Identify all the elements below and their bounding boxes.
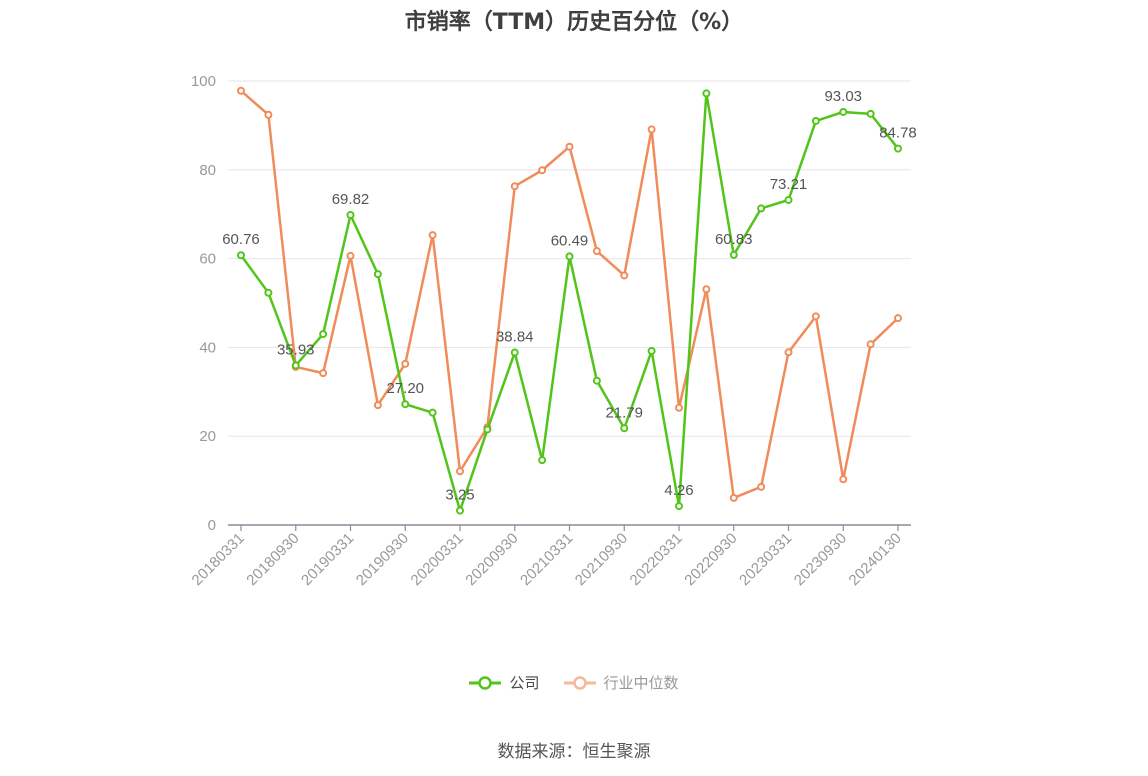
data-point	[264, 110, 273, 119]
legend-item-industry-median[interactable]: 行业中位数	[563, 672, 679, 693]
y-tick-label: 60	[199, 251, 216, 268]
data-point	[401, 400, 410, 409]
data-point	[647, 346, 656, 355]
data-point	[483, 425, 492, 434]
data-source-note: 数据来源：恒生聚源	[497, 742, 651, 762]
data-label: 60.49	[551, 232, 589, 249]
axes: 0 20 40 60 80 100 2018033120180930201903312019…	[189, 73, 911, 589]
data-point	[538, 456, 547, 465]
data-point	[291, 361, 300, 370]
data-label: 4.26	[664, 482, 693, 499]
data-point	[319, 330, 328, 339]
x-tick-label: 20200930	[462, 530, 521, 589]
x-tick-label: 20230930	[791, 530, 850, 589]
data-point	[456, 506, 464, 515]
data-point	[811, 312, 820, 321]
data-point	[401, 359, 410, 368]
x-tick-label: 20190930	[353, 530, 412, 589]
legend-item-company[interactable]: 公司	[469, 672, 540, 693]
data-label: 60.76	[222, 231, 260, 248]
legend-line-marker-icon	[469, 675, 502, 690]
series-line	[240, 89, 899, 500]
x-tick-label: 20190331	[298, 530, 357, 589]
data-point	[675, 403, 683, 412]
data-point	[839, 107, 848, 116]
data-point	[811, 116, 820, 125]
series-industry-median	[237, 86, 902, 502]
data-point	[702, 89, 711, 98]
data-point	[565, 252, 574, 261]
data-point	[866, 340, 875, 349]
data-point	[592, 376, 601, 385]
data-point	[373, 270, 382, 279]
x-tick-label: 20210930	[572, 530, 631, 589]
data-label: 35.93	[277, 341, 315, 358]
series-company	[237, 89, 902, 515]
legend-label-industry-median: 行业中位数	[603, 674, 679, 692]
y-tick-label: 40	[199, 339, 216, 356]
x-tick-label: 20220331	[627, 530, 686, 589]
data-point	[729, 250, 738, 259]
legend-line-marker-icon	[563, 675, 596, 690]
x-tick-label: 20180930	[243, 530, 302, 589]
data-point	[456, 467, 464, 476]
data-label: 69.82	[332, 191, 370, 208]
data-label: 73.21	[770, 176, 808, 193]
data-label: 38.84	[496, 329, 534, 346]
data-label: 60.83	[715, 231, 753, 248]
y-tick-label: 80	[199, 162, 216, 179]
data-point	[839, 475, 848, 484]
y-tick-label: 20	[199, 428, 216, 445]
data-point	[264, 288, 273, 297]
data-point	[784, 195, 793, 204]
data-point	[237, 86, 245, 95]
data-point	[894, 314, 902, 323]
data-label: 84.78	[879, 125, 917, 142]
data-point	[373, 401, 382, 410]
x-tick-label: 20210331	[517, 530, 576, 589]
x-tick-label: 20230331	[736, 530, 795, 589]
data-point	[565, 142, 574, 151]
data-point	[647, 125, 656, 134]
data-label: 3.25	[445, 487, 474, 504]
data-point	[784, 348, 793, 357]
data-point	[319, 369, 328, 378]
data-point	[346, 210, 355, 219]
data-label: 27.20	[386, 380, 424, 397]
data-point	[346, 251, 355, 260]
legend: 公司 行业中位数	[0, 672, 1148, 693]
data-point	[757, 204, 766, 213]
chart-title: 市销率（TTM）历史百分位（%）	[404, 10, 744, 35]
data-point	[702, 285, 711, 294]
data-point	[620, 424, 629, 433]
legend-label-company: 公司	[509, 674, 540, 692]
data-point	[729, 493, 738, 502]
data-point	[620, 271, 629, 280]
x-tick-label: 20240130	[846, 530, 905, 589]
x-tick-label: 20180331	[189, 530, 248, 589]
data-labels: 60.76 35.93 69.82 27.20 3.25 38.84 60.49 21.79 4…	[222, 88, 917, 504]
data-point	[757, 482, 766, 491]
data-point	[866, 109, 875, 118]
data-point	[592, 247, 601, 256]
data-point	[510, 348, 519, 357]
series-lines	[237, 86, 902, 515]
data-point	[428, 231, 437, 240]
data-point	[428, 408, 437, 417]
data-point	[675, 502, 683, 511]
data-point	[237, 251, 245, 260]
data-label: 93.03	[824, 88, 862, 105]
x-tick-label: 20200331	[408, 530, 467, 589]
y-tick-label: 0	[208, 517, 216, 534]
data-point	[510, 182, 519, 191]
y-tick-label: 100	[191, 73, 216, 90]
data-label: 21.79	[605, 404, 643, 421]
x-tick-label: 20220930	[681, 530, 740, 589]
data-point	[538, 166, 547, 175]
data-point	[894, 144, 902, 153]
